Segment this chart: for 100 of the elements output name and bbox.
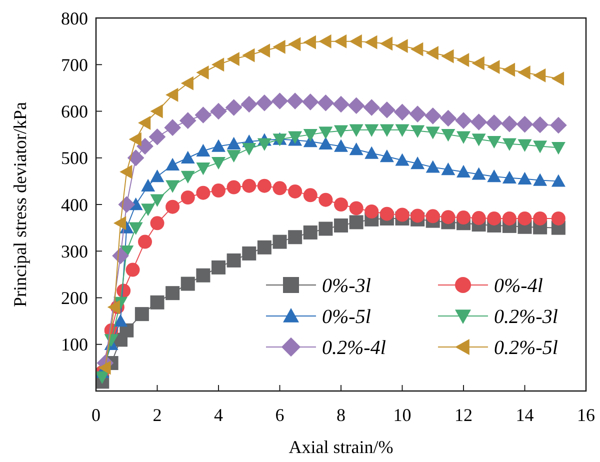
- point: [334, 34, 347, 48]
- legend-label: 0.2%-5l: [494, 337, 558, 359]
- point: [440, 110, 457, 127]
- point: [318, 192, 333, 207]
- point: [533, 68, 546, 82]
- x-tick-label: 16: [577, 405, 595, 425]
- point: [318, 34, 332, 48]
- legend-label: 0%-5l: [322, 306, 372, 328]
- point: [318, 126, 333, 140]
- point: [395, 38, 408, 53]
- point: [487, 60, 500, 74]
- point: [107, 300, 120, 314]
- point: [317, 94, 334, 112]
- point: [380, 124, 394, 137]
- point: [196, 144, 210, 156]
- y-axis-title: Principal stress deviator/kPa: [10, 102, 30, 307]
- point: [472, 211, 486, 226]
- point: [349, 142, 364, 156]
- point: [551, 142, 566, 155]
- point: [302, 94, 319, 110]
- point: [196, 162, 210, 176]
- point: [533, 173, 548, 186]
- point: [136, 138, 154, 155]
- point: [272, 234, 287, 249]
- point: [441, 49, 454, 64]
- point: [166, 88, 178, 102]
- point: [349, 215, 364, 230]
- point: [472, 167, 486, 180]
- point: [424, 108, 442, 124]
- point: [127, 149, 144, 166]
- point: [486, 114, 503, 132]
- point: [456, 164, 470, 178]
- point: [378, 101, 396, 118]
- point: [303, 225, 318, 240]
- point: [380, 206, 394, 221]
- point: [395, 153, 410, 166]
- point: [470, 114, 488, 130]
- point: [303, 35, 316, 50]
- point: [257, 138, 272, 151]
- point: [410, 208, 425, 223]
- point: [242, 142, 256, 156]
- point: [518, 211, 532, 226]
- point: [380, 149, 394, 162]
- point: [456, 210, 470, 225]
- point: [256, 94, 273, 112]
- point: [242, 48, 255, 62]
- point: [150, 194, 164, 207]
- point: [364, 146, 379, 159]
- point: [364, 35, 378, 50]
- point: [226, 150, 241, 163]
- point: [180, 170, 195, 184]
- point: [441, 162, 456, 176]
- point: [456, 52, 470, 67]
- point: [240, 96, 258, 113]
- point: [150, 170, 164, 182]
- x-tick-label: 6: [275, 405, 284, 425]
- point: [550, 116, 567, 134]
- point: [194, 106, 212, 124]
- point: [318, 136, 333, 150]
- point: [288, 230, 302, 244]
- point: [180, 76, 194, 90]
- point: [150, 104, 163, 118]
- point: [128, 132, 142, 146]
- point: [212, 184, 226, 198]
- point: [334, 125, 348, 138]
- point: [551, 72, 564, 86]
- point: [257, 240, 272, 254]
- point: [533, 211, 548, 226]
- point: [410, 156, 425, 170]
- point: [126, 262, 140, 277]
- y-tick-label: 200: [61, 288, 88, 308]
- point: [118, 196, 136, 213]
- point: [166, 180, 180, 193]
- point: [226, 136, 241, 150]
- point: [426, 46, 438, 60]
- point: [212, 156, 226, 170]
- point: [212, 139, 226, 152]
- point: [96, 371, 110, 384]
- point: [349, 124, 364, 137]
- point: [288, 184, 302, 198]
- y-tick-label: 500: [61, 148, 88, 168]
- point: [114, 216, 126, 230]
- point: [349, 201, 364, 216]
- point: [242, 178, 256, 193]
- point: [334, 218, 348, 232]
- point: [141, 204, 156, 216]
- point: [257, 44, 270, 58]
- point: [456, 131, 470, 144]
- point: [334, 198, 348, 212]
- y-tick-label: 100: [61, 334, 88, 355]
- point: [257, 178, 272, 193]
- point: [166, 200, 180, 214]
- point: [114, 314, 128, 327]
- point: [518, 172, 532, 184]
- point: [501, 115, 518, 132]
- x-tick-label: 2: [152, 405, 162, 425]
- point: [380, 36, 393, 51]
- point: [395, 124, 410, 137]
- y-tick-label: 700: [61, 54, 88, 75]
- point: [134, 307, 149, 322]
